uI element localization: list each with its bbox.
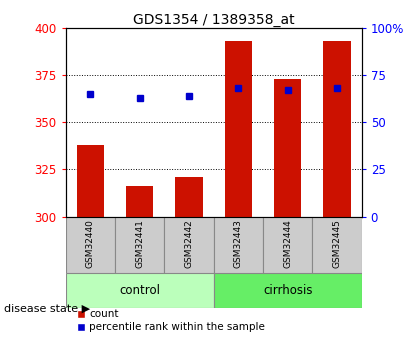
Text: GSM32440: GSM32440: [86, 219, 95, 268]
Bar: [323, 41, 351, 217]
Text: control: control: [119, 284, 160, 297]
Bar: [225, 41, 252, 217]
Bar: [66, 274, 214, 307]
Bar: [164, 217, 214, 274]
Bar: [312, 217, 362, 274]
Text: GSM32441: GSM32441: [135, 219, 144, 268]
Bar: [66, 217, 115, 274]
Text: cirrhosis: cirrhosis: [263, 284, 312, 297]
Text: GSM32445: GSM32445: [332, 219, 342, 268]
Bar: [126, 186, 153, 217]
Bar: [77, 145, 104, 217]
Text: disease state ▶: disease state ▶: [4, 304, 90, 314]
Bar: [214, 217, 263, 274]
Title: GDS1354 / 1389358_at: GDS1354 / 1389358_at: [133, 12, 295, 27]
Text: GSM32443: GSM32443: [234, 219, 243, 268]
Bar: [214, 274, 362, 307]
Bar: [263, 217, 312, 274]
Text: GSM32442: GSM32442: [185, 219, 194, 268]
Bar: [115, 217, 164, 274]
Legend: count, percentile rank within the sample: count, percentile rank within the sample: [77, 309, 265, 333]
Bar: [274, 79, 301, 217]
Text: GSM32444: GSM32444: [283, 219, 292, 268]
Bar: [175, 177, 203, 217]
